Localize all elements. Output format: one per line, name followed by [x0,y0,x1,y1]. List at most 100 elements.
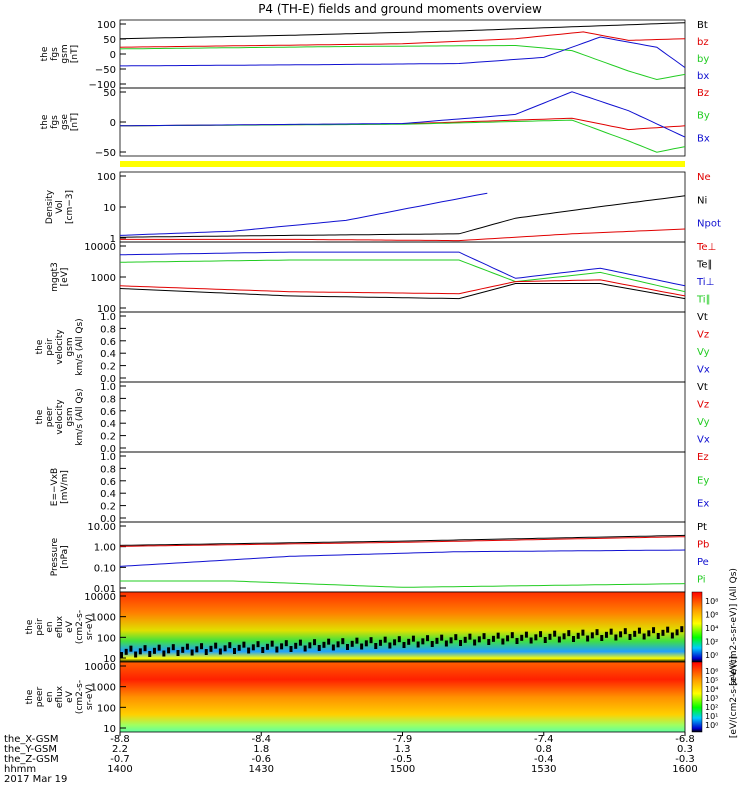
ylabel-line: gsm [60,44,70,63]
ytick-label: 100 [97,633,116,644]
ylabel-line: the [25,619,35,634]
footer-value: 1430 [249,764,274,775]
heatmap-pixel [294,642,298,649]
ytick-label: 10000 [84,662,116,673]
footer-value: -0.6 [251,754,271,765]
heatmap-pixel [181,646,185,653]
ytick-label: 0.0 [100,444,116,455]
heatmap-pixel [120,652,123,658]
ylabel-line: [nT] [70,113,80,131]
heatmap-pixel [360,643,364,650]
heatmap-pixel [581,629,585,636]
heatmap-pixel [313,639,317,646]
heatmap-pixel [411,635,415,642]
series-line [120,536,686,547]
ytick-label: 1.0 [100,382,116,393]
footer-row-label: the_Z-GSM [4,754,59,765]
heatmap-pixel [190,649,194,656]
heatmap-pixel [200,643,204,650]
ytick-label: 0.10 [94,563,116,574]
ytick-label: 0.4 [100,489,116,500]
heatmap-pixel [223,645,227,652]
heatmap-pixel [430,641,434,647]
heatmap-pixel [416,641,420,648]
ylabel-line: [nT] [70,45,80,63]
heatmap-pixel [590,632,594,639]
heatmap-pixel [265,643,269,650]
footer-value: -7.9 [393,734,413,745]
footer-value: 0.8 [536,744,552,755]
panel-pressure: 10.00 1.00 0.10 0.01 Pressure [nPa] Pt Pb Pe Pi [50,521,709,595]
heatmap-pixel [284,640,288,647]
footer-value: -7.4 [534,734,554,745]
heatmap-pixel [562,633,566,640]
heatmap-pixel [652,627,656,634]
ytick-label: 10000 [84,242,116,253]
legend-item: Pt [697,522,707,533]
ytick-label: 1000 [91,613,116,624]
footer-value: -0.3 [675,754,695,765]
heatmap-pixel [383,636,387,643]
panel-peir_eflux: 10⁸ 10⁶ 10⁴ 10² 10⁰ [eV/(cm2-s-sr-eV)] (All Q… [25,568,739,686]
heatmap-pixel [440,634,444,641]
ylabel-line: the [35,339,45,354]
ytick-label: 0.2 [100,502,116,513]
series-line [120,36,686,69]
heatmap-pixel [124,648,128,655]
footer-row-label: 2017 Mar 19 [4,774,67,785]
ytick-label: 0.8 [100,464,116,475]
heatmap-pixel [134,651,138,658]
panel-fgs_gse: 50 0 −50 the fgs gse [nT] Bz By Bx [40,87,710,159]
heatmap-pixel [218,648,222,655]
ylabel-line: gsm [65,407,75,426]
colorbar-tick-label: 10² [705,703,718,712]
heatmap-pixel [614,634,618,641]
series-line [119,22,686,40]
heatmap-pixel [543,637,547,643]
heatmap-pixel [129,645,133,652]
heatmap-pixel [280,643,284,650]
colorbar-tick-label: 10⁴ [705,624,718,633]
ylabel-line: [nPa] [60,545,70,568]
heatmap-pixel [524,631,528,638]
heatmap-pixel [308,642,312,649]
heatmap-pixel [331,644,335,651]
heatmap-pixel [369,637,373,644]
ylabel-line: eflux [55,685,65,708]
heatmap-pixel [242,641,246,648]
footer-value: -0.4 [534,754,554,765]
ytick-label: −50 [95,148,116,159]
ytick-label: 0.4 [100,419,116,430]
footer-value: 1500 [390,764,415,775]
footer-value: 1400 [107,764,132,775]
legend-item: Vx [697,365,710,376]
heatmap-field [120,592,685,662]
series-line [119,31,686,48]
ytick-label: 0.0 [100,514,116,525]
series-line [120,580,686,588]
heatmap-pixel [421,638,425,645]
ytick-label: 0.8 [100,394,116,405]
ytick-label: 0.4 [100,349,116,360]
heatmap-pixel [355,637,359,644]
ytick-label: 10 [103,724,116,735]
heatmap-pixel [148,651,152,657]
ytick-label: 0.6 [100,407,116,418]
ytick-label: 0.2 [100,362,116,373]
colorbar-tick-label: 10² [705,638,718,647]
legend-item: Bx [697,133,710,144]
ytick-label: 10 [103,654,116,665]
footer-value: 1.3 [395,744,411,755]
footer-value: -0.5 [393,754,413,765]
ylabel-line: velocity [55,399,65,435]
heatmap-pixel [214,642,218,649]
panel-frame [119,19,686,89]
heatmap-pixel [138,648,142,655]
heatmap-pixel [171,644,175,651]
heatmap-pixel [473,639,477,646]
heatmap-pixel [449,637,453,644]
heatmap-pixel [454,634,458,641]
heatmap-pixel [364,640,368,647]
ylabel-line: [cm−3] [65,190,75,224]
